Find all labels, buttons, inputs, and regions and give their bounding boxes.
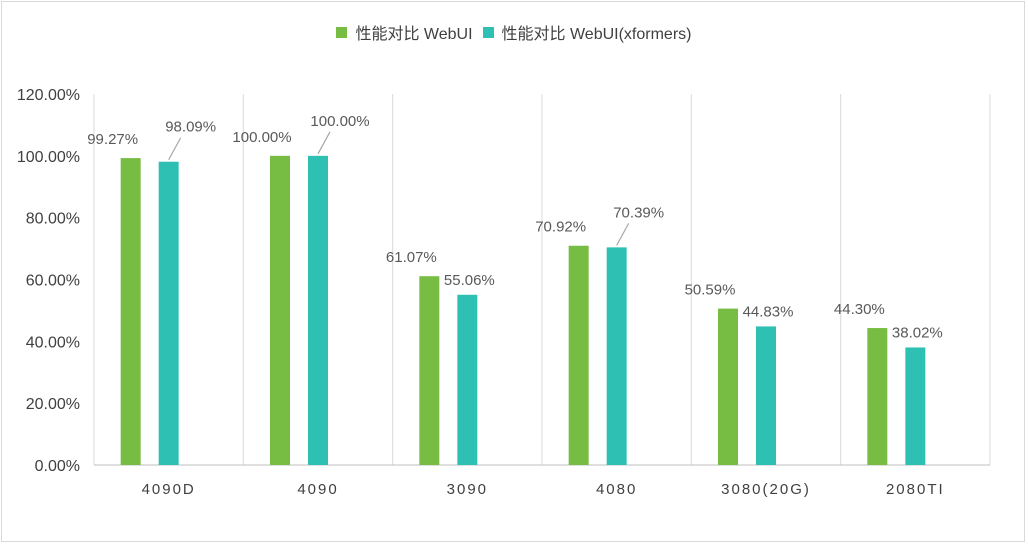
bar (308, 155, 328, 466)
data-label-leader-line (317, 131, 331, 155)
data-label: 98.09% (165, 119, 216, 136)
data-label: 61.07% (386, 249, 437, 266)
bar (905, 347, 926, 465)
x-tick-label: 4090D (142, 481, 196, 498)
legend-label-webui: 性能对比 WebUI (355, 26, 473, 43)
y-tick-label: 20.00% (26, 396, 80, 413)
legend-item-webui: 性能对比 WebUI (336, 20, 473, 44)
legend-swatch-webui-xformers (482, 26, 494, 38)
y-tick-label: 40.00% (26, 334, 80, 351)
bar (120, 158, 141, 465)
data-label: 100.00% (232, 129, 291, 146)
y-tick-label: 100.00% (17, 149, 80, 166)
legend-item-webui-xformers: 性能对比 WebUI(xformers) (482, 20, 692, 44)
data-label: 50.59% (685, 282, 736, 299)
data-label: 99.27% (87, 131, 138, 148)
data-label: 70.39% (613, 204, 664, 221)
data-label: 44.30% (834, 301, 885, 318)
data-label: 55.06% (444, 272, 495, 289)
chart-legend: 性能对比 WebUI 性能对比 WebUI(xformers) (0, 20, 1028, 44)
legend-label-webui-xformers: 性能对比 WebUI(xformers) (501, 26, 692, 43)
y-tick-label: 0.00% (35, 458, 80, 475)
data-label: 38.02% (892, 324, 943, 341)
data-label-leader-line (616, 223, 630, 246)
x-tick-label: 4090 (297, 481, 338, 498)
y-tick-label: 80.00% (26, 211, 80, 228)
bar (756, 326, 776, 465)
bar (270, 155, 290, 466)
y-tick-label: 60.00% (26, 273, 80, 290)
bar (158, 161, 179, 466)
x-tick-label: 3080(20G) (721, 481, 811, 498)
y-tick-label: 120.00% (17, 87, 80, 104)
data-label: 100.00% (310, 113, 369, 130)
bar (606, 247, 627, 465)
x-tick-label: 2080TI (886, 481, 945, 498)
bar (867, 328, 888, 465)
legend-swatch-webui (336, 26, 348, 38)
bar (718, 308, 738, 465)
data-label-leader-line (168, 137, 182, 161)
data-label: 70.92% (535, 219, 586, 236)
bar (568, 245, 589, 465)
bar (457, 294, 478, 465)
x-tick-label: 4080 (596, 481, 637, 498)
bar (419, 276, 440, 465)
x-tick-label: 3090 (447, 481, 488, 498)
data-label: 44.83% (743, 303, 794, 320)
